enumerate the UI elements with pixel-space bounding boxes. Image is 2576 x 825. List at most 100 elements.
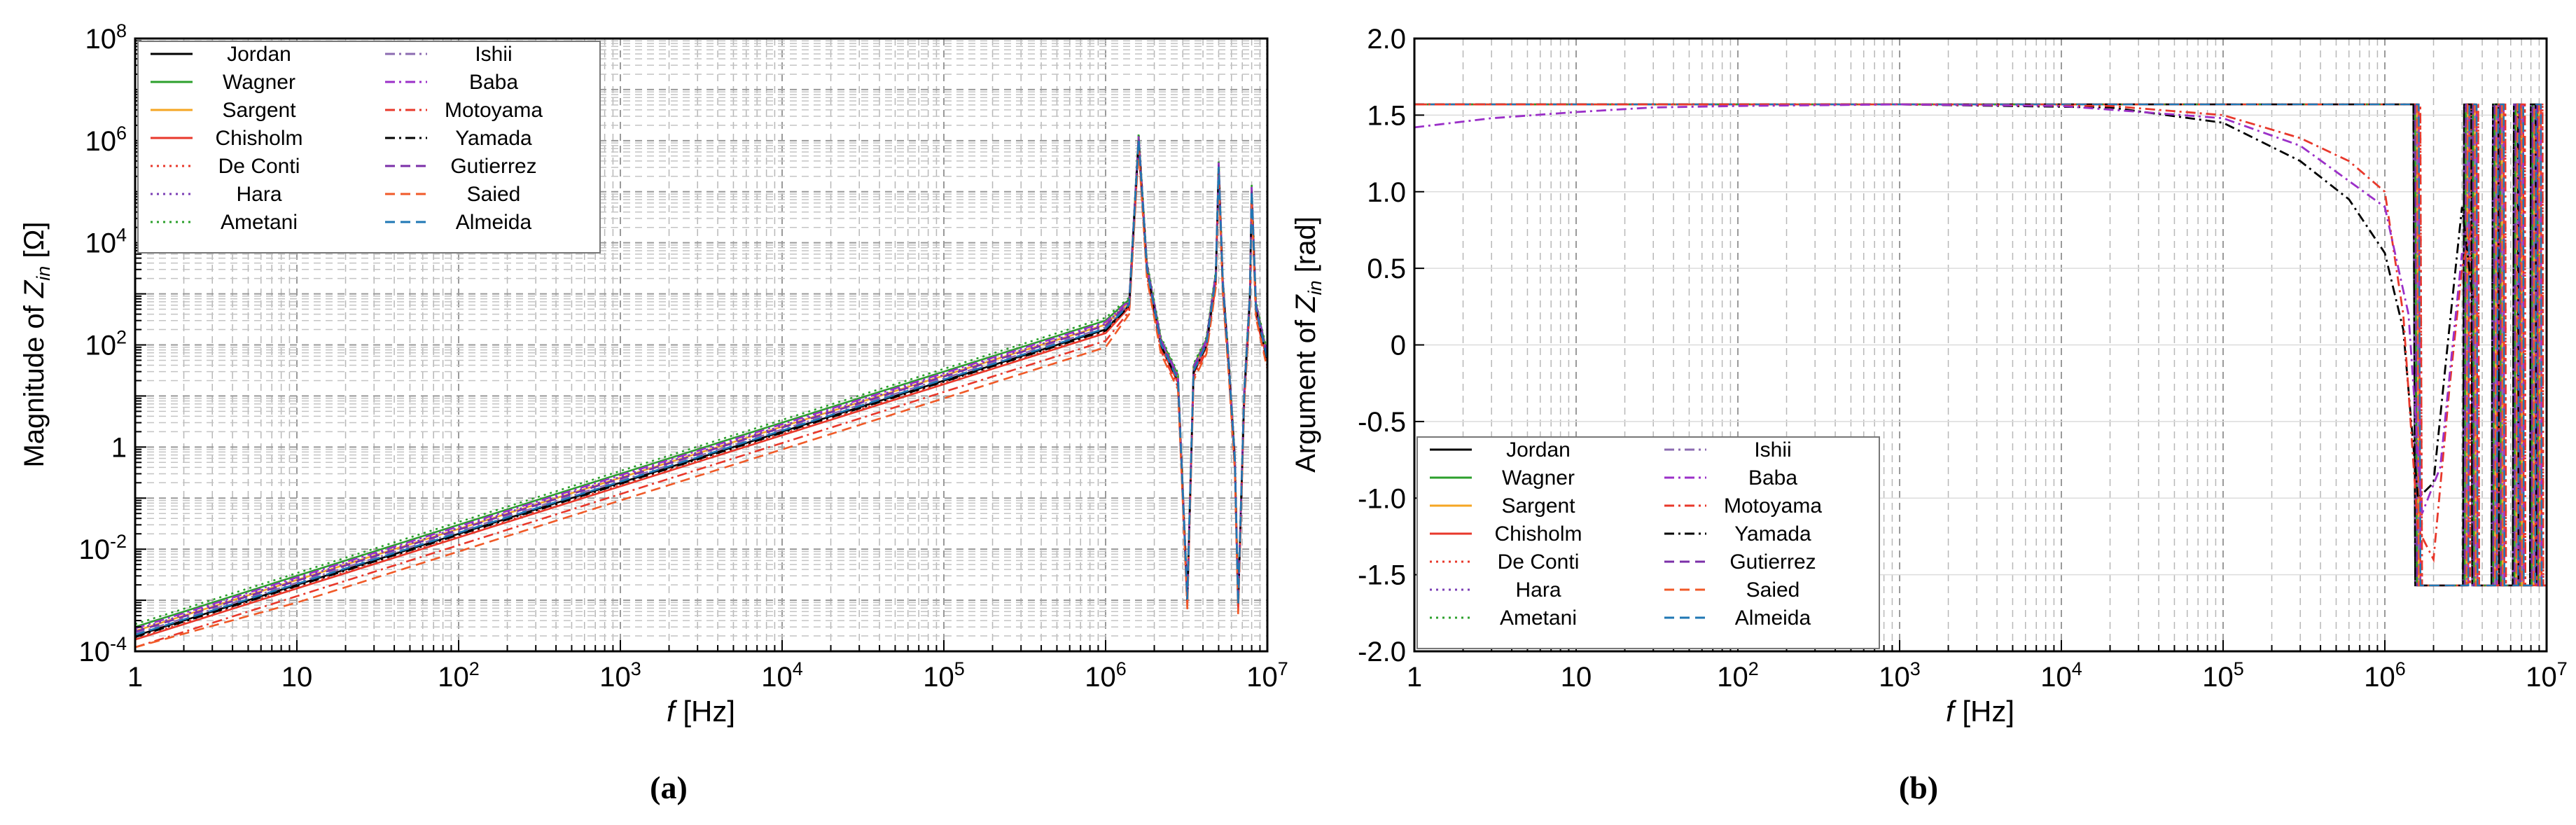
panel-a-ylabel-prefix: Magnitude of — [19, 298, 50, 467]
x-tick-label-exp: 3 — [1910, 658, 1921, 679]
legend-label: Jordan — [1506, 438, 1571, 462]
legend-label: Almeida — [456, 211, 532, 234]
x-tick-label-exp: 4 — [793, 658, 803, 679]
legend-label: Hara — [236, 183, 281, 206]
x-tick-label: 103 — [1879, 658, 1921, 693]
droop-curve-yamada — [1414, 103, 2474, 501]
y-tick-label-exp: 8 — [116, 20, 127, 41]
legend-label: Ishii — [1754, 438, 1791, 462]
y-tick-label: 0 — [1391, 331, 1406, 361]
legend-label: Hara — [1515, 578, 1561, 602]
x-tick-label: 105 — [923, 658, 965, 693]
x-tick-label: 104 — [761, 658, 803, 693]
caption-a: (a) — [650, 770, 688, 805]
x-tick-label-exp: 5 — [954, 658, 965, 679]
legend-label: Gutierrez — [450, 155, 536, 178]
x-tick-label-exp: 3 — [631, 658, 641, 679]
legend-label: Yamada — [455, 127, 532, 150]
x-tick-label-base: 10 — [438, 662, 469, 693]
x-tick-label-exp: 7 — [2557, 658, 2568, 679]
y-tick-label-base: 10 — [85, 228, 116, 259]
x-tick-label-base: 1 — [127, 662, 143, 693]
y-tick-label-exp: -4 — [110, 633, 127, 654]
panel-b-ylabel-suffix: [rad] — [1290, 216, 1321, 280]
y-tick-label: 10-4 — [78, 633, 127, 667]
legend-label: Ametani — [1500, 606, 1577, 630]
panel-a-legend: Jordan Wagner Sargent Chisholm De Conti Hara A… — [137, 41, 601, 254]
x-tick-label: 103 — [599, 658, 641, 693]
x-tick-label-base: 10 — [281, 662, 313, 693]
y-tick-label: 10-2 — [78, 531, 127, 565]
y-tick-label-base: 1 — [111, 432, 127, 463]
y-tick-label: -2.0 — [1358, 637, 1406, 667]
x-tick-label-base: 10 — [1085, 662, 1116, 693]
x-tick-label: 104 — [2040, 658, 2082, 693]
legend-label: Wagner — [1502, 466, 1575, 490]
legend-label: De Conti — [1498, 550, 1580, 574]
x-tick-label-base: 10 — [2040, 662, 2072, 693]
legend-label: Sargent — [1501, 494, 1575, 518]
panel-b-ylabel-sub: in — [1304, 280, 1325, 295]
x-tick-label-exp: 6 — [2395, 658, 2406, 679]
legend-label: Chisholm — [1494, 522, 1582, 546]
panel-a-ylabel-sub: in — [33, 266, 54, 281]
x-tick-label: 102 — [1717, 658, 1759, 693]
legend-label: Baba — [1748, 466, 1797, 490]
droop-curve-motoyama — [1414, 103, 2474, 563]
panel-a-ylabel-suffix: [Ω] — [19, 221, 50, 265]
legend-label: Jordan — [227, 43, 291, 66]
x-tick-label-base: 10 — [2364, 662, 2395, 693]
curve-yamada — [134, 141, 1269, 638]
panel-b-x-axis-label: f [Hz] — [1946, 695, 2014, 728]
x-tick-label: 106 — [2364, 658, 2406, 693]
panel-b-ylabel-prefix: Argument of — [1290, 312, 1321, 473]
panel-b-legend: Jordan Wagner Sargent Chisholm De Conti Hara A… — [1416, 436, 1880, 649]
x-tick-label-base: 10 — [599, 662, 631, 693]
x-tick-label-exp: 2 — [1748, 658, 1759, 679]
x-tick-label-base: 10 — [761, 662, 793, 693]
x-tick-label-exp: 5 — [2234, 658, 2244, 679]
panel-a-x-axis-label: f [Hz] — [667, 695, 735, 728]
x-tick-label: 10 — [281, 662, 313, 693]
y-tick-label: 0.5 — [1367, 254, 1406, 284]
x-tick-label-base: 10 — [1879, 662, 1910, 693]
x-tick-label: 106 — [1085, 658, 1127, 693]
curve-almeida — [1414, 103, 2547, 587]
x-tick-label-exp: 7 — [1278, 658, 1288, 679]
x-tick-label-base: 10 — [2526, 662, 2557, 693]
x-tick-label-base: 10 — [1246, 662, 1278, 693]
panel-b-grid — [1414, 38, 2547, 652]
panel-a-magnitude: 1 10 102 103 104 105 106 10710-410-211021041061… — [19, 20, 1288, 805]
x-tick-label: 10 — [1561, 662, 1592, 693]
legend-box — [137, 41, 601, 254]
legend-label: Ishii — [475, 43, 512, 66]
svg-text:Magnitude of Zin [Ω]: Magnitude of Zin [Ω] — [19, 221, 54, 467]
y-tick-label-base: 10 — [78, 534, 110, 565]
y-tick-label: 1.0 — [1367, 177, 1406, 208]
x-tick-label-base: 10 — [923, 662, 954, 693]
x-tick-label-base: 1 — [1407, 662, 1422, 693]
panel-a-curves — [134, 132, 1269, 649]
legend-label: Saied — [1746, 578, 1800, 602]
legend-label: Saied — [467, 183, 521, 206]
x-tick-label-exp: 2 — [469, 658, 480, 679]
legend-label: Chisholm — [215, 127, 302, 150]
legend-label: Ametani — [221, 211, 298, 234]
panel-b-y-axis-label: Argument of Zin [rad] — [1290, 216, 1325, 473]
legend-label: Gutierrez — [1729, 550, 1816, 574]
x-tick-label: 107 — [2526, 658, 2568, 693]
y-tick-label-exp: 2 — [116, 327, 127, 348]
y-tick-label: 1.5 — [1367, 100, 1406, 131]
panel-b-ylabel-var: Z — [1290, 294, 1321, 313]
legend-label: Sargent — [222, 99, 296, 122]
legend-label: Yamada — [1734, 522, 1811, 546]
legend-label: Motoyama — [1724, 494, 1822, 518]
y-tick-label: 106 — [85, 123, 127, 157]
svg-text:Argument of Zin [rad]: Argument of Zin [rad] — [1290, 216, 1325, 473]
y-tick-label-base: 10 — [78, 637, 110, 667]
caption-b: (b) — [1899, 770, 1938, 805]
x-tick-label: 107 — [1246, 658, 1288, 693]
panel-a-y-axis-label: Magnitude of Zin [Ω] — [19, 221, 54, 467]
y-tick-label: 104 — [85, 225, 127, 259]
